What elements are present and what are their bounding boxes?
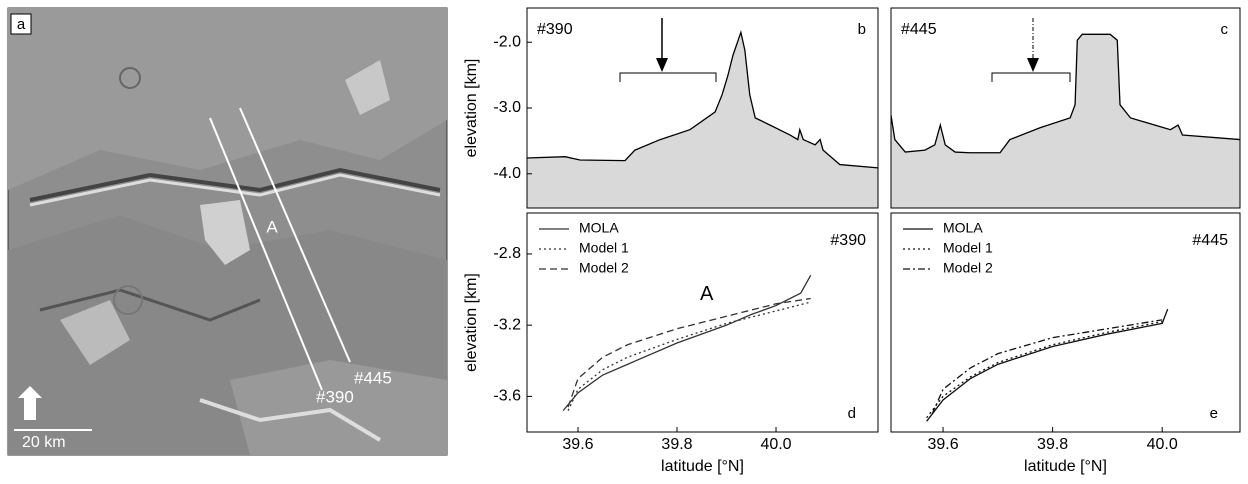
y-tick-label: -2.0: [493, 33, 521, 50]
plot-frame: [526, 212, 879, 433]
x-tick-label: 39.6: [562, 436, 593, 453]
ridge: [29, 173, 441, 207]
bracket: [991, 72, 1071, 82]
panel-b-annotation: [619, 18, 717, 82]
series-line: [931, 319, 1163, 415]
x-tick-label: 39.8: [661, 436, 692, 453]
y-tick-label: -4.0: [493, 165, 521, 182]
ridge: [29, 167, 441, 202]
track-tag: #390: [830, 232, 866, 249]
terrain: [230, 360, 447, 455]
x-tick-label: 40.0: [760, 436, 791, 453]
crater: [113, 285, 143, 315]
image-panel: a A #390 #445 20 km: [7, 7, 448, 456]
mesa: [345, 60, 390, 115]
panel-letter: d: [848, 405, 856, 422]
track-tag: #445: [1192, 232, 1228, 249]
legend-label: Model 2: [943, 260, 993, 276]
legend-label: Model 2: [579, 260, 629, 276]
legend-label: MOLA: [943, 220, 983, 236]
panel-c-annotation: [991, 18, 1071, 82]
series-line: [567, 301, 811, 411]
bracket: [619, 72, 717, 82]
legend-label: Model 1: [943, 240, 993, 256]
crater: [119, 67, 141, 89]
panel-letter: b: [858, 21, 866, 38]
x-tick-label: 40.0: [1147, 436, 1178, 453]
panel-letter: c: [1221, 21, 1229, 38]
profile-line: [890, 33, 1241, 154]
track-line: [209, 117, 323, 391]
mesa: [60, 300, 130, 365]
area-fill: [891, 34, 1240, 208]
series-line: [926, 320, 1163, 419]
series-line: [567, 297, 811, 408]
x-axis-label: latitude [°N]: [1024, 458, 1107, 475]
plot-frame: [890, 7, 1241, 209]
track-line: [239, 107, 351, 363]
legend-label: MOLA: [579, 220, 619, 236]
annotation: A: [700, 283, 714, 305]
series-line: [562, 275, 812, 412]
profile-line: [526, 29, 879, 169]
series-line: [926, 308, 1169, 422]
legend-label: Model 1: [579, 240, 629, 256]
y-axis-label: elevation [km]: [463, 59, 480, 158]
arrow-head: [656, 58, 668, 72]
ridge: [199, 398, 382, 442]
track-label: A: [266, 217, 278, 236]
ridge: [39, 288, 261, 322]
x-tick-label: 39.8: [1037, 436, 1068, 453]
track-name: #445: [354, 368, 392, 387]
x-tick-label: 39.6: [927, 436, 958, 453]
track-tag: #445: [901, 21, 937, 38]
plot-frame: [890, 212, 1241, 433]
y-tick-label: -3.2: [493, 316, 521, 333]
north-arrow: [18, 386, 42, 420]
y-tick-label: -3.6: [493, 388, 521, 405]
mesa: [200, 200, 250, 265]
track-tag: #390: [537, 21, 573, 38]
scale-label: 20 km: [22, 434, 66, 451]
y-tick-label: -2.8: [493, 245, 521, 262]
track-name: #390: [316, 387, 354, 406]
x-axis-label: latitude [°N]: [661, 458, 744, 475]
panel-letter: a: [17, 16, 26, 33]
panel-letter: e: [1210, 405, 1218, 422]
y-axis-label: elevation [km]: [463, 273, 480, 372]
letter-box: [10, 13, 32, 35]
y-tick-label: -3.0: [493, 99, 521, 116]
arrow-head: [1027, 58, 1039, 72]
terrain: [8, 8, 447, 190]
area-fill: [527, 32, 878, 209]
